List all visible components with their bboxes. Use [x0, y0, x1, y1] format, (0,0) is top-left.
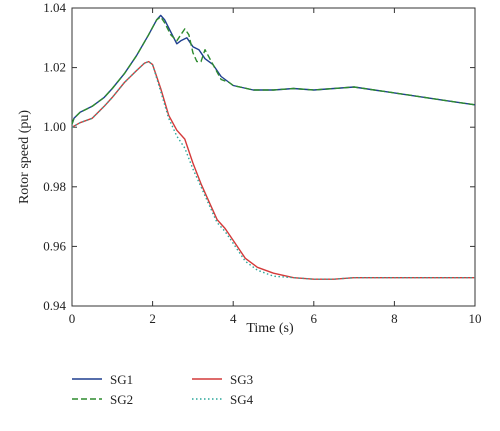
legend-label-sg2: SG2 [110, 392, 133, 407]
legend-label-sg4: SG4 [230, 392, 254, 407]
y-tick-label: 1.02 [43, 60, 66, 75]
y-tick-label: 0.98 [43, 179, 66, 194]
x-tick-label: 8 [391, 311, 398, 326]
y-tick-label: 1.04 [43, 0, 66, 15]
legend-label-sg3: SG3 [230, 372, 253, 387]
legend: SG1 SG2 SG3 SG4 [72, 372, 254, 407]
x-tick-label: 10 [469, 311, 482, 326]
series-line-sg3 [71, 60, 475, 280]
y-tick-label: 0.96 [43, 238, 66, 253]
series-line-sg2 [71, 16, 476, 125]
legend-label-sg1: SG1 [110, 372, 133, 387]
x-axis-label: Time (s) [246, 321, 294, 336]
y-tick-label: 0.94 [43, 298, 66, 313]
axis-ticks: 0 2 4 6 8 10 0.94 0.96 0.98 1.00 1.02 1.04 [43, 0, 481, 326]
y-axis-label: Rotor speed (pu) [17, 110, 32, 204]
series-line-sg1 [71, 14, 476, 125]
series-line-sg4 [71, 60, 475, 280]
x-tick-label: 4 [230, 311, 237, 326]
x-tick-label: 2 [149, 311, 156, 326]
x-tick-label: 0 [69, 311, 76, 326]
series-lines [71, 14, 476, 280]
x-tick-label: 6 [311, 311, 318, 326]
y-tick-label: 1.00 [43, 119, 66, 134]
plot-frame [71, 7, 476, 307]
